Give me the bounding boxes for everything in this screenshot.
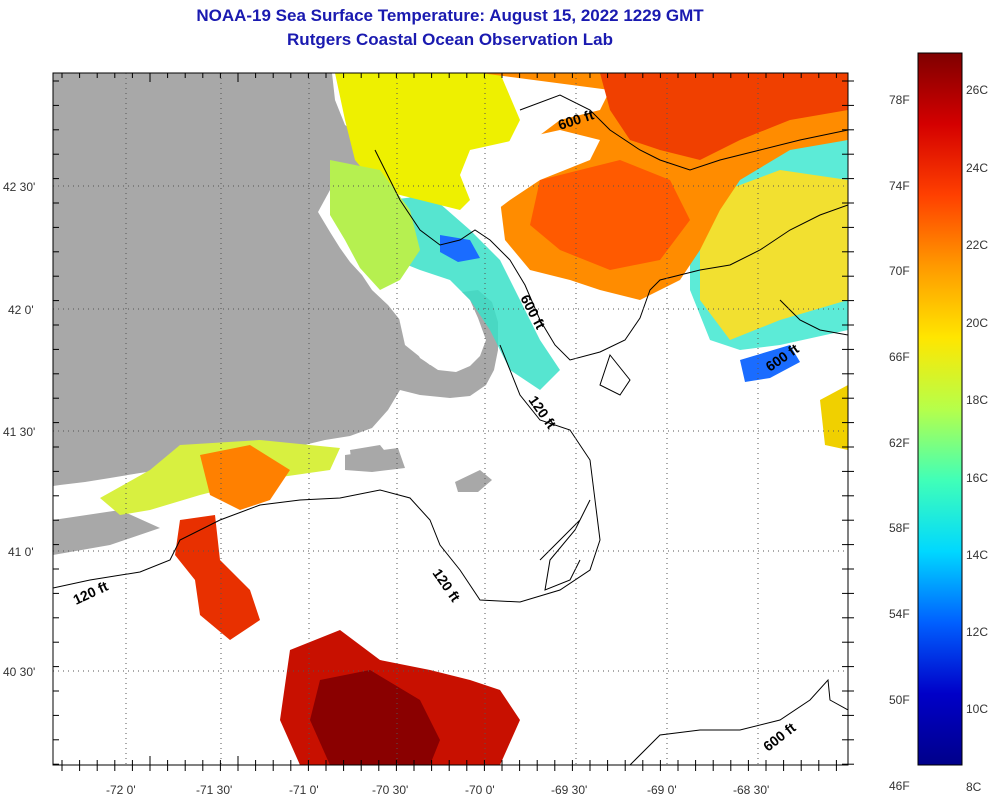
map-title: NOAA-19 Sea Surface Temperature: August … xyxy=(196,6,704,25)
lat-label: 41 30' xyxy=(3,425,35,439)
lat-label: 42 30' xyxy=(3,180,35,194)
colorbar xyxy=(917,52,963,766)
colorbar-f-label: 54F xyxy=(889,607,910,621)
colorbar-c-label: 18C xyxy=(966,393,988,407)
lon-label: -71 0' xyxy=(289,783,319,797)
axis-ticks xyxy=(53,73,854,771)
lon-label: -68 30' xyxy=(733,783,769,797)
colorbar-c-label: 8C xyxy=(966,780,982,794)
sst-blue-patch-2 xyxy=(740,345,800,382)
colorbar-c-label: 12C xyxy=(966,625,988,639)
lat-label: 40 30' xyxy=(3,665,35,679)
lon-label: -70 0' xyxy=(465,783,495,797)
map-border xyxy=(52,72,849,766)
colorbar-f-label: 78F xyxy=(889,93,910,107)
lon-label: -69 30' xyxy=(551,783,587,797)
lat-label: 41 0' xyxy=(8,545,34,559)
colorbar-f-label: 74F xyxy=(889,179,910,193)
graticule xyxy=(53,73,848,765)
colorbar-f-label: 70F xyxy=(889,264,910,278)
land-mass xyxy=(53,73,498,486)
colorbar-c-label: 26C xyxy=(966,83,988,97)
sst-maroon-south xyxy=(310,670,440,765)
sst-red-center xyxy=(530,160,690,270)
lon-label: -69 0' xyxy=(647,783,677,797)
colorbar-c-label: 10C xyxy=(966,702,988,716)
long-island-tip xyxy=(53,510,160,555)
lon-label: -70 30' xyxy=(372,783,408,797)
sst-green-north xyxy=(330,160,420,290)
colorbar-f-label: 66F xyxy=(889,350,910,364)
lon-label: -72 0' xyxy=(106,783,136,797)
colorbar-c-label: 14C xyxy=(966,548,988,562)
sst-red-plume xyxy=(175,515,260,640)
sst-cool-gulf xyxy=(390,195,560,390)
sst-blue-patch-1 xyxy=(440,235,480,262)
nantucket xyxy=(455,470,492,492)
colorbar-c-label: 20C xyxy=(966,316,988,330)
cloud-mask xyxy=(460,130,600,215)
colorbar-f-label: 58F xyxy=(889,521,910,535)
sst-yellow-se-edge xyxy=(820,385,848,450)
colorbar-f-label: 46F xyxy=(889,779,910,793)
colorbar-f-label: 62F xyxy=(889,436,910,450)
sst-orange-inshore xyxy=(200,445,290,510)
colorbar-c-label: 22C xyxy=(966,238,988,252)
colorbar-c-label: 16C xyxy=(966,471,988,485)
sst-red-north xyxy=(600,73,848,160)
colorbar-c-label: 24C xyxy=(966,161,988,175)
lat-label: 42 0' xyxy=(8,303,34,317)
sst-yellow-east xyxy=(700,170,848,340)
colorbar-f-label: 50F xyxy=(889,693,910,707)
cloud-mask-bay xyxy=(395,285,470,365)
lon-label: -71 30' xyxy=(196,783,232,797)
marthas-vineyard xyxy=(345,448,405,472)
map-subtitle: Rutgers Coastal Ocean Observation Lab xyxy=(287,30,613,49)
depth-contours xyxy=(53,94,848,765)
